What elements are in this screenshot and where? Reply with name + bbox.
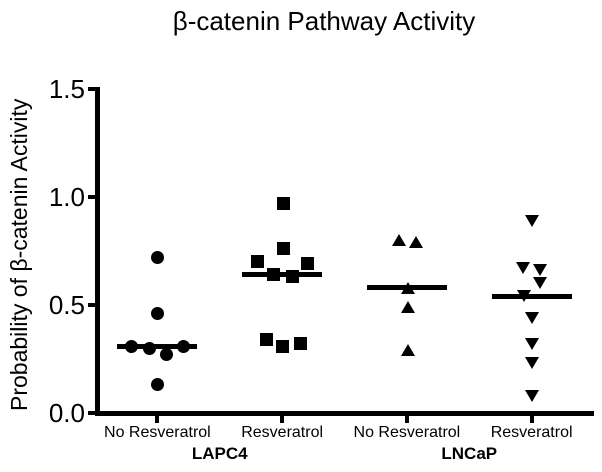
- x-tick-label: Resveratrol: [241, 424, 324, 441]
- median-line: [117, 343, 198, 349]
- marker-square: [285, 270, 299, 284]
- y-tick: [88, 195, 96, 199]
- y-axis-line: [95, 87, 100, 416]
- chart-title: β-catenin Pathway Activity: [172, 6, 476, 36]
- x-tick: [155, 416, 160, 423]
- marker-circle: [150, 250, 164, 264]
- marker-triangle-down: [516, 290, 531, 303]
- y-tick: [88, 411, 96, 415]
- y-tick-label: 1.0: [48, 182, 85, 212]
- marker-triangle-down: [532, 277, 547, 290]
- marker-square: [266, 268, 280, 282]
- marker-circle: [150, 307, 164, 321]
- y-tick: [88, 87, 96, 91]
- marker-square: [276, 196, 290, 210]
- marker-triangle-up: [408, 236, 423, 249]
- x-tick: [529, 416, 534, 423]
- marker-square: [293, 337, 307, 351]
- x-tick: [280, 416, 285, 423]
- marker-circle: [159, 348, 173, 362]
- y-axis-label: Probability of β-catenin Activity: [6, 98, 32, 412]
- x-tick-label: No Resveratrol: [104, 424, 211, 441]
- marker-triangle-up: [400, 301, 415, 314]
- marker-triangle-down: [524, 311, 539, 324]
- marker-triangle-up: [391, 234, 406, 247]
- y-tick: [88, 303, 96, 307]
- x-tick: [404, 416, 409, 423]
- marker-triangle-down: [524, 214, 539, 227]
- x-tick-label: No Resveratrol: [353, 424, 461, 441]
- y-tick-label: 1.5: [48, 74, 85, 104]
- median-line: [242, 272, 323, 278]
- marker-square: [259, 333, 273, 347]
- marker-square: [275, 339, 289, 353]
- y-tick-label: 0.5: [48, 290, 85, 320]
- median-line: [491, 293, 572, 299]
- marker-circle: [142, 341, 156, 355]
- x-tick-label: Resveratrol: [490, 424, 573, 441]
- marker-square: [300, 257, 314, 271]
- marker-triangle-down: [524, 389, 539, 402]
- marker-triangle-up: [400, 344, 415, 357]
- cell-line-label: LNCaP: [441, 444, 498, 463]
- marker-circle: [176, 339, 190, 353]
- marker-square: [250, 255, 264, 269]
- y-tick-label: 0.0: [48, 398, 85, 428]
- marker-triangle-down: [524, 357, 539, 370]
- cell-line-label: LAPC4: [191, 444, 248, 463]
- marker-triangle-down: [515, 262, 530, 275]
- marker-triangle-up: [400, 281, 415, 294]
- marker-circle: [124, 339, 138, 353]
- marker-circle: [150, 378, 164, 392]
- marker-square: [276, 242, 290, 256]
- marker-triangle-down: [524, 337, 539, 350]
- x-axis-line: [95, 411, 594, 416]
- marker-triangle-down: [532, 264, 547, 277]
